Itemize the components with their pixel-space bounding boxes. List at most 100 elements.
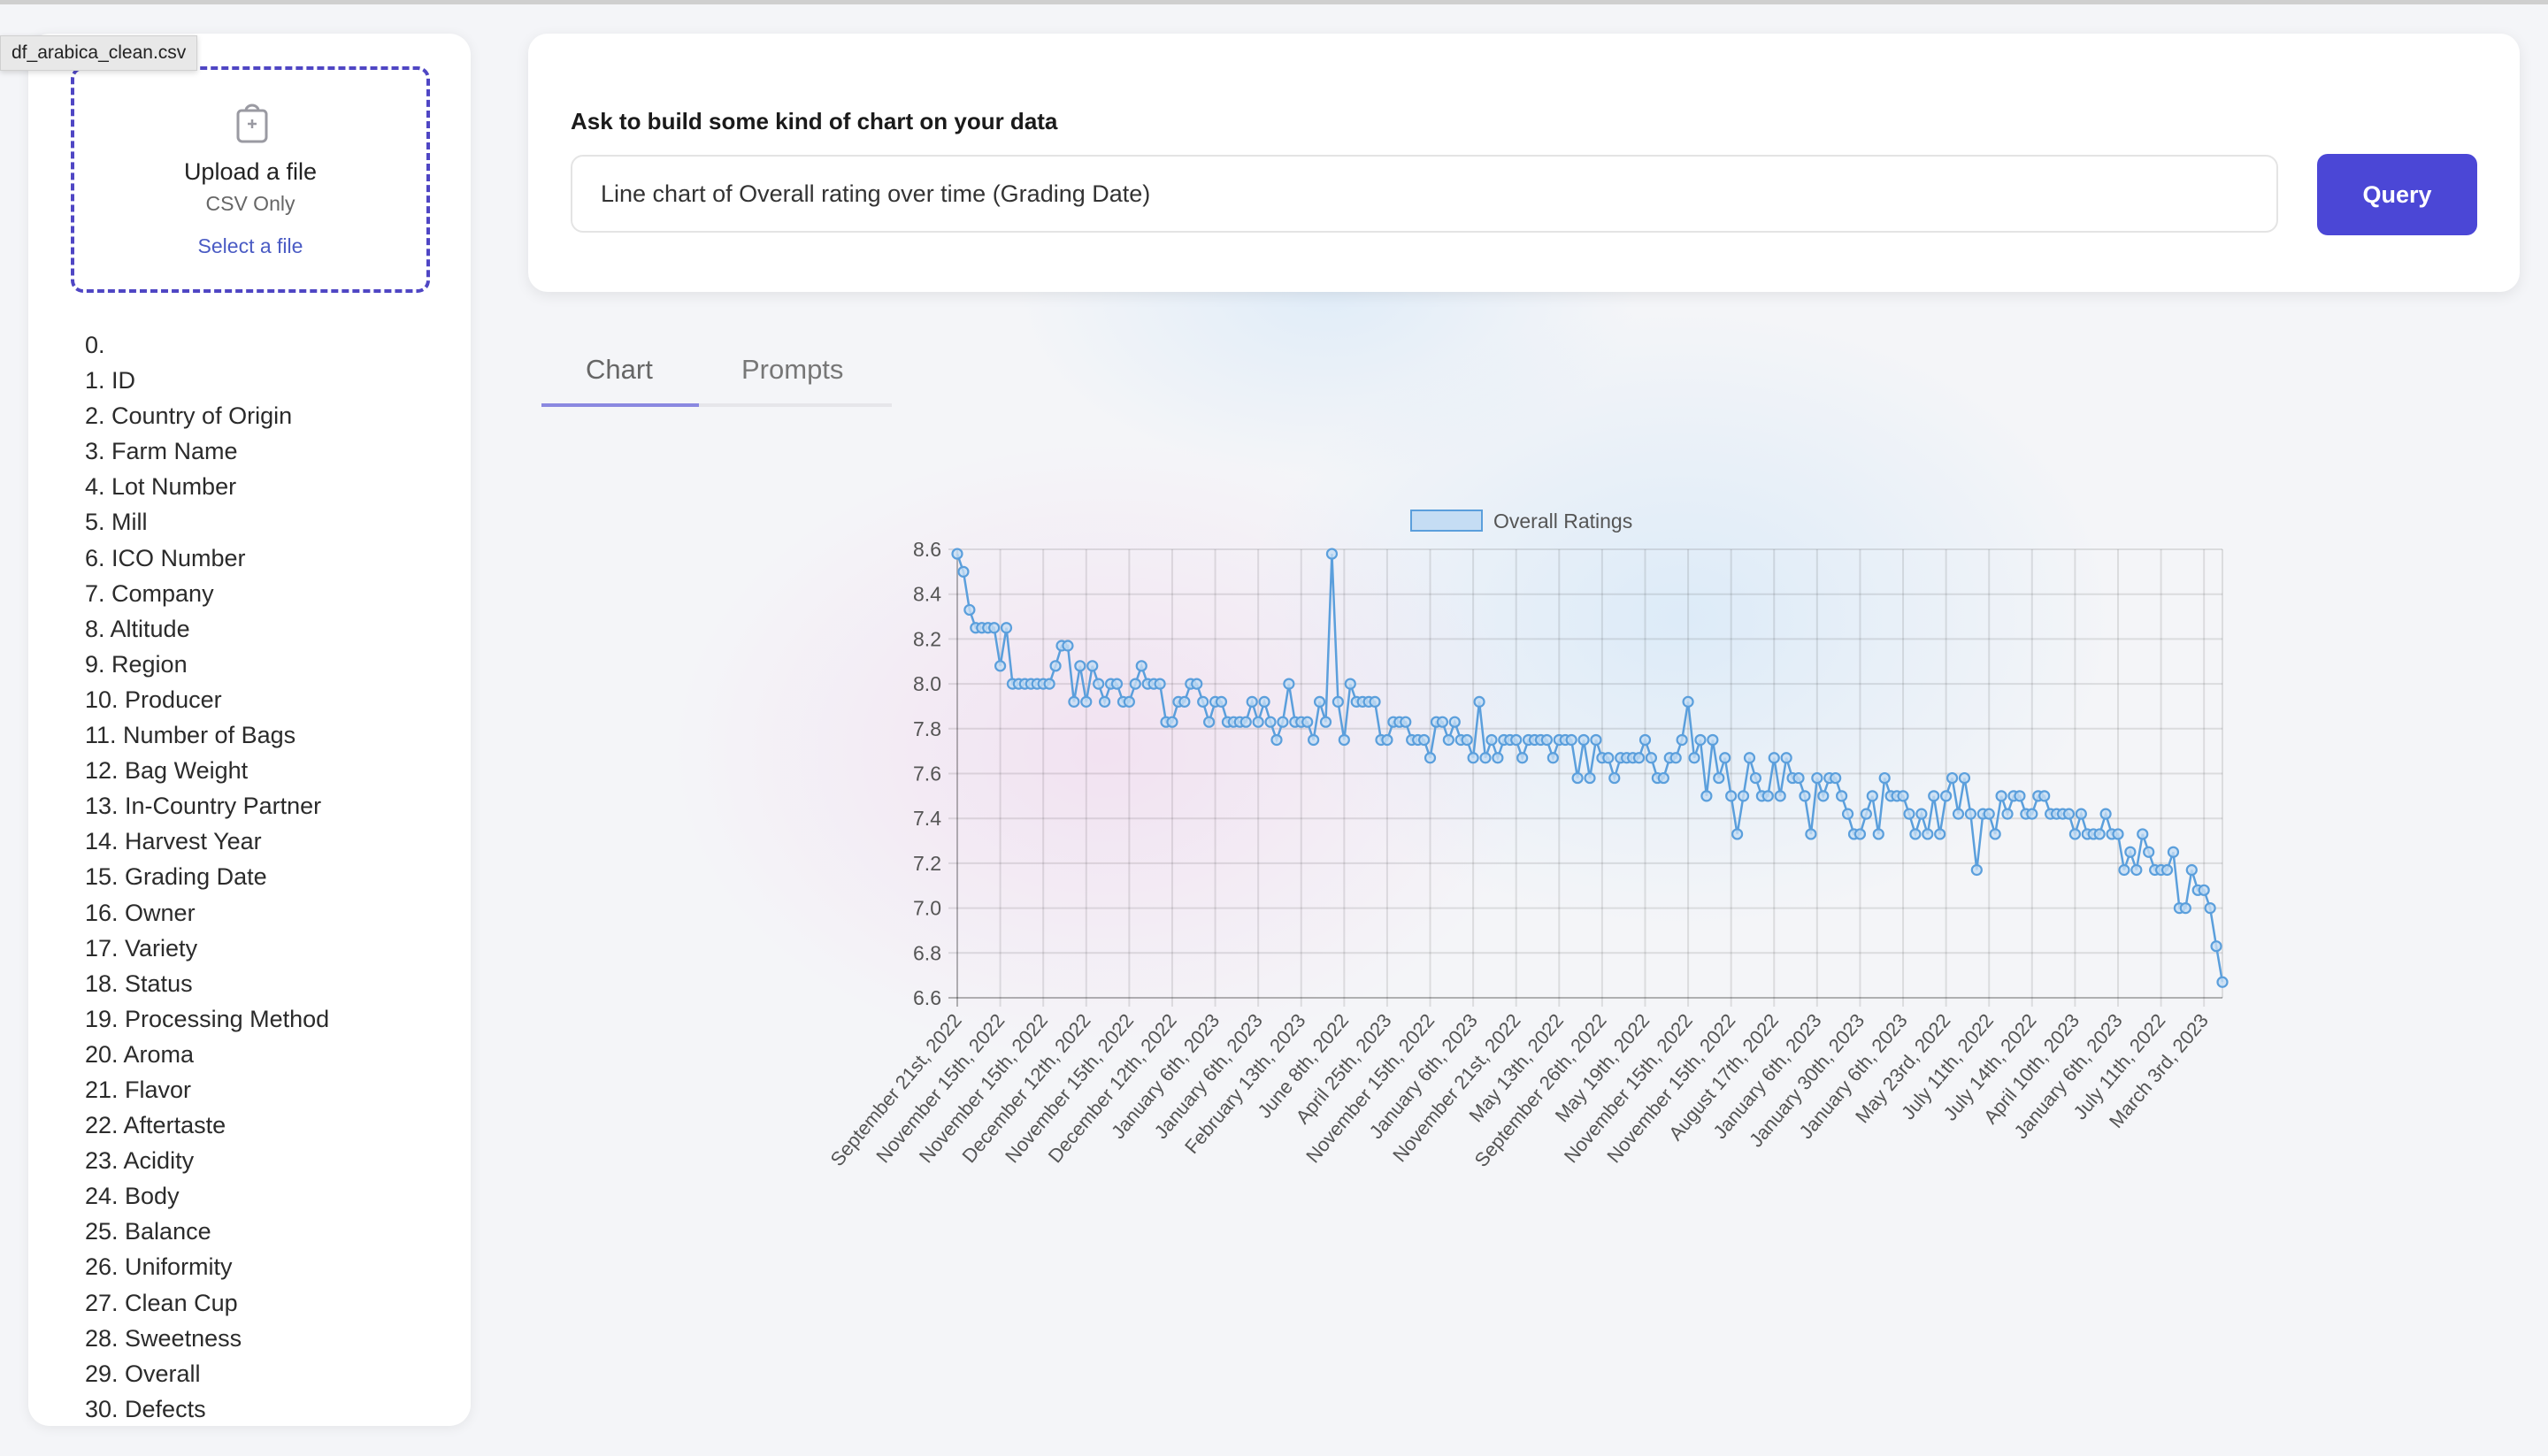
data-point [1577,733,1590,747]
query-button[interactable]: Query [2317,154,2477,235]
data-point [1400,716,1412,728]
data-point [2160,863,2174,877]
data-point [1964,808,1976,820]
column-item: 13. In-Country Partner [85,793,322,820]
data-point [1737,790,1750,802]
query-input[interactable] [571,155,2278,233]
column-item: 27. Clean Cup [85,1289,238,1316]
column-item: 21. Flavor [85,1076,192,1103]
data-point [1277,716,1289,728]
data-point [1369,695,1381,708]
column-item: 9. Region [85,650,188,678]
data-point [1602,752,1615,764]
data-point [2130,863,2143,877]
data-point [1246,695,1258,708]
data-point [1099,695,1111,708]
y-tick-label: 7.0 [913,897,941,920]
data-point [2210,940,2222,953]
column-item: 3. Farm Name [85,438,238,465]
data-point [1608,771,1621,785]
column-item: 10. Producer [85,686,222,713]
data-point [1632,752,1646,764]
data-point [2216,976,2229,988]
column-list: 0. 1. ID 2. Country of Origin 3. Farm Name 4… [85,327,329,1427]
data-point [1565,733,1577,747]
column-item: 19. Processing Method [85,1005,330,1032]
data-point [1436,716,1448,728]
data-point [1479,752,1492,764]
data-point [1817,790,1830,802]
tab-chart[interactable]: Chart [586,354,653,385]
data-point [1258,695,1270,708]
data-point [1799,790,1811,802]
data-point [2026,808,2038,820]
data-point [1074,660,1086,672]
data-point [1584,771,1596,785]
data-point [1467,752,1479,764]
data-point [1639,733,1652,747]
column-item: 22. Aftertaste [85,1112,226,1139]
column-item: 25. Balance [85,1218,211,1245]
data-point [1952,808,1965,820]
upload-title: Upload a file [183,158,318,185]
data-point [1338,733,1350,747]
data-point [1853,828,1867,840]
data-point [957,565,970,578]
column-item: 14. Harvest Year [85,828,262,855]
upload-dropzone[interactable]: Upload a file CSV Only Select a file [71,66,430,293]
data-point [1308,733,1320,747]
data-point [1264,716,1277,728]
data-point [1166,716,1178,728]
data-point [1344,678,1356,690]
y-tick-label: 7.2 [913,852,941,875]
data-point [1866,790,1878,802]
column-item: 16. Owner [85,899,196,926]
data-point [1068,695,1080,708]
data-point [1080,695,1093,708]
data-point [1946,771,1959,785]
data-point [1909,828,1922,840]
data-point [1546,752,1559,764]
data-point [1590,733,1602,747]
data-point [2143,846,2155,858]
query-card: Ask to build some kind of chart on your … [528,34,2520,292]
data-point [1049,660,1062,672]
query-label: Ask to build some kind of chart on your … [571,108,1058,134]
column-item: 18. Status [85,969,193,997]
y-tick-label: 7.8 [913,717,941,740]
data-point [1903,808,1915,820]
data-point [2062,808,2076,820]
column-item: 28. Sweetness [85,1324,242,1352]
data-point [1135,660,1147,672]
data-point [1417,733,1431,747]
file-name-tooltip: df_arabica_clean.csv [0,35,198,71]
y-tick-label: 8.4 [913,583,941,606]
data-point [1707,733,1719,747]
data-point [2124,846,2137,858]
data-point [1129,678,1141,690]
tab-prompts[interactable]: Prompts [741,354,844,385]
data-point [2075,808,2087,820]
data-point [1860,808,1872,820]
data-point [1301,716,1314,728]
data-point [1657,771,1669,785]
data-point [1000,622,1013,634]
data-point [1252,716,1264,728]
y-tick-label: 7.4 [913,807,941,830]
data-point [1774,790,1786,802]
data-point [1725,790,1738,802]
data-point [1731,828,1744,840]
data-point [2093,828,2106,840]
select-file-link[interactable]: Select a file [197,234,303,257]
data-point [1191,678,1203,690]
data-point [1332,695,1344,708]
data-point [1123,695,1135,708]
column-item: 11. Number of Bags [85,722,296,749]
data-point [1694,733,1707,747]
data-point [1700,790,1713,802]
clipboard-plus-icon [236,100,268,149]
data-point [1970,863,1983,877]
data-point [1239,716,1252,728]
data-point [2001,808,2014,820]
